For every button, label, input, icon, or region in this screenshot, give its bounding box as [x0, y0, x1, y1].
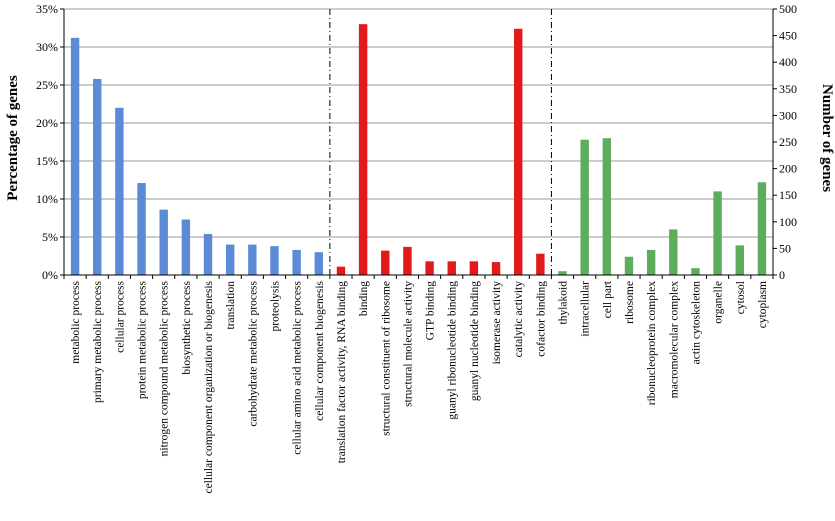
bar — [469, 261, 479, 275]
y-tick-label-left: 5% — [42, 230, 58, 244]
bar — [181, 219, 191, 275]
x-tick-label: translation — [225, 281, 237, 330]
bar — [558, 271, 567, 275]
y-tick-label-right: 450 — [779, 29, 797, 43]
bar — [159, 209, 168, 275]
bar — [358, 24, 368, 276]
bar — [93, 78, 102, 275]
x-tick-label: macromolecular complex — [668, 281, 680, 398]
x-tick-label: primary metabolic process — [92, 280, 104, 403]
bar — [336, 266, 346, 275]
y-tick-label-right: 150 — [779, 188, 797, 202]
y-tick-label-right: 400 — [779, 55, 797, 69]
x-tick-label: translation factor activity, RNA binding — [336, 281, 348, 464]
bar — [381, 250, 390, 275]
x-tick-label: proteolysis — [269, 280, 281, 331]
x-tick-label: intracellular — [580, 281, 592, 337]
x-tick-label: carbohydrate metabolic process — [247, 280, 259, 426]
bar — [669, 229, 678, 275]
bar — [757, 182, 767, 275]
tick-labels: 0% 5% 10% 15% 20% 25% 30% 35% 0 50 100 150 200 250 300… — [36, 2, 797, 493]
x-tick-label: structural molecule activity — [402, 281, 414, 407]
bar — [115, 107, 124, 275]
x-tick-label: structural constituent of ribosome — [380, 281, 392, 436]
bar — [314, 252, 324, 275]
x-tick-label: cellular process — [114, 280, 126, 352]
x-tick-label: organelle — [713, 281, 725, 324]
y-tick-label-left: 30% — [36, 40, 58, 54]
x-tick-label: cytosol — [735, 281, 747, 314]
bar — [491, 262, 501, 275]
bar — [248, 244, 257, 275]
x-tick-label: biosynthetic process — [181, 280, 193, 374]
x-tick-label: cytoplasm — [757, 281, 769, 328]
x-tick-label: guanyl nucleotide binding — [469, 281, 481, 401]
y-tick-label-right: 50 — [779, 241, 791, 255]
bar — [225, 244, 235, 275]
y-tick-label-right: 250 — [779, 135, 797, 149]
x-tick-label: catalytic activity — [513, 281, 525, 358]
y-axis-title-left: Percentage of genes — [5, 75, 21, 201]
bar — [447, 261, 456, 275]
bar — [70, 37, 80, 275]
bar — [624, 256, 634, 275]
bar — [536, 253, 545, 275]
y-tick-label-right: 0 — [779, 268, 785, 282]
bar — [425, 261, 434, 275]
bar — [137, 183, 146, 275]
bar — [513, 28, 523, 276]
x-tick-label: binding — [358, 281, 370, 316]
x-tick-label: protein metabolic process — [137, 280, 149, 399]
x-tick-label: nitrogen compound metabolic process — [159, 280, 171, 456]
bar — [735, 245, 744, 275]
y-tick-label-left: 10% — [36, 192, 58, 206]
bar — [403, 246, 412, 275]
y-tick-label-left: 15% — [36, 154, 58, 168]
x-tick-label: metabolic process — [70, 280, 82, 363]
x-tick-label: cellular component biogenesis — [314, 280, 326, 420]
y-tick-label-left: 35% — [36, 2, 58, 16]
x-tick-label: actin cytoskeleton — [690, 281, 702, 365]
bar — [292, 249, 301, 275]
bar — [646, 249, 656, 275]
y-tick-label-right: 200 — [779, 162, 797, 176]
y-tick-label-left: 20% — [36, 116, 58, 130]
x-tick-label: ribosome — [624, 281, 636, 324]
y-tick-label-right: 300 — [779, 108, 797, 122]
x-tick-label: cofactor binding — [535, 281, 547, 357]
x-tick-label: cellular amino acid metabolic process — [292, 280, 304, 454]
bar — [580, 139, 589, 275]
axes — [60, 8, 777, 279]
y-axis-title-right: Number of genes — [819, 84, 835, 192]
x-tick-label: GTP binding — [425, 281, 437, 341]
x-tick-label: isomerase activity — [491, 281, 503, 365]
bar — [713, 191, 722, 275]
y-tick-label-right: 500 — [779, 2, 797, 16]
bars — [70, 24, 767, 276]
y-tick-label-right: 350 — [779, 82, 797, 96]
y-tick-label-right: 100 — [779, 215, 797, 229]
bar — [270, 246, 279, 275]
x-tick-label: ribonucleoprotein complex — [646, 281, 658, 405]
x-tick-label: guanyl ribonucleotide binding — [447, 281, 459, 420]
y-tick-label-left: 25% — [36, 78, 58, 92]
bar — [691, 268, 700, 275]
x-tick-label: thylakoid — [558, 281, 570, 325]
x-tick-label: cellular component organization or bioge… — [203, 280, 215, 493]
y-tick-label-left: 0% — [42, 268, 58, 282]
gridlines — [64, 8, 773, 238]
bar — [602, 138, 612, 275]
bar — [203, 233, 213, 275]
x-tick-label: cell part — [602, 280, 614, 318]
